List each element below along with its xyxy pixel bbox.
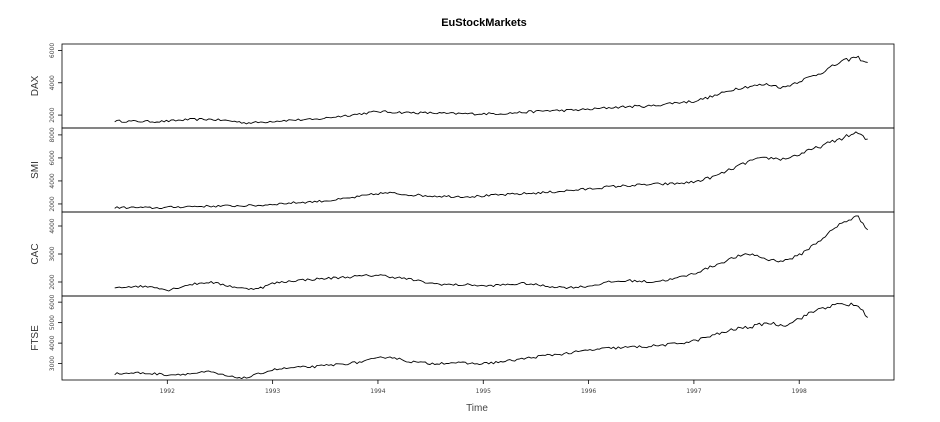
series-line-ftse [114, 302, 868, 380]
series-line-cac [114, 215, 868, 292]
y-tick-label-ftse-6000: 6000 [49, 294, 56, 309]
y-tick-label-cac-4000: 4000 [49, 218, 56, 233]
panel-ftse: 3000 4000 5000 6000 FTSE [30, 294, 895, 381]
chart-title: EuStockMarkets [441, 17, 527, 29]
y-tick-label-cac-2000: 2000 [49, 274, 56, 289]
panels: 2000 4000 6000 DAX 2000 4000 6000 8000 SMI 2000 30… [30, 43, 895, 381]
y-tick-label-dax-2000: 2000 [49, 107, 56, 122]
panel-frame-ftse [61, 295, 895, 381]
series-label-ftse: FTSE [30, 325, 41, 351]
panel-cac: 2000 3000 4000 CAC [30, 211, 895, 297]
series-line-smi [114, 131, 868, 210]
y-tick-label-cac-3000: 3000 [49, 246, 56, 261]
x-tick-label-1994: 1994 [370, 388, 385, 395]
series-label-cac: CAC [30, 243, 41, 264]
x-tick-label-1993: 1993 [265, 388, 280, 395]
y-tick-label-ftse-4000: 4000 [49, 335, 56, 350]
panel-frame-smi [61, 127, 895, 213]
panel-frame-cac [61, 211, 895, 297]
panel-frame-dax [61, 43, 895, 129]
panel-smi: 2000 4000 6000 8000 SMI [30, 127, 895, 213]
x-tick-label-1998: 1998 [792, 388, 807, 395]
x-tick-label-1996: 1996 [581, 388, 596, 395]
y-tick-label-smi-2000: 2000 [49, 196, 56, 211]
x-tick-label-1992: 1992 [160, 388, 175, 395]
series-label-dax: DAX [30, 75, 41, 96]
x-axis-label: Time [466, 403, 488, 414]
y-tick-label-dax-6000: 6000 [49, 43, 56, 58]
y-tick-label-smi-8000: 8000 [49, 127, 56, 142]
series-line-dax [114, 55, 868, 125]
series-label-smi: SMI [30, 161, 41, 179]
panel-dax: 2000 4000 6000 DAX [30, 43, 895, 129]
y-tick-label-dax-4000: 4000 [49, 75, 56, 90]
y-tick-label-smi-4000: 4000 [49, 173, 56, 188]
y-tick-label-ftse-3000: 3000 [49, 356, 56, 371]
y-tick-label-smi-6000: 6000 [49, 150, 56, 165]
x-tick-label-1995: 1995 [476, 388, 491, 395]
x-tick-label-1997: 1997 [686, 388, 701, 395]
x-axis: 1992 1993 1994 1995 1996 1997 1998 [160, 380, 807, 395]
y-tick-label-ftse-5000: 5000 [49, 315, 56, 330]
